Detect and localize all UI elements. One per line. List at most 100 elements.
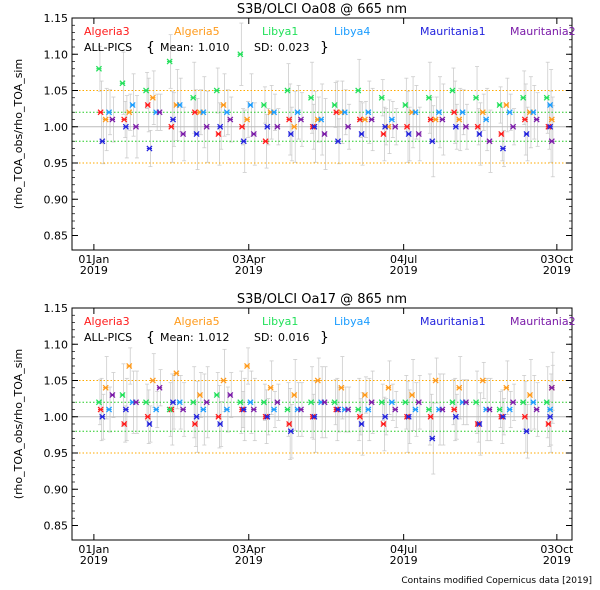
series-libya1 xyxy=(95,391,550,413)
data-point xyxy=(270,406,278,413)
data-point xyxy=(521,413,528,420)
data-point xyxy=(365,406,372,413)
data-point xyxy=(274,399,281,406)
data-point xyxy=(405,130,412,138)
legend-mauritania1: Mauritania1 xyxy=(420,315,486,328)
data-point xyxy=(287,130,294,138)
x-tick-label: 03Apr xyxy=(232,253,266,266)
data-point xyxy=(530,109,537,116)
data-point xyxy=(291,391,298,399)
data-point xyxy=(239,123,246,130)
x-tick-label: 03Oct xyxy=(540,543,574,556)
data-point xyxy=(334,138,342,145)
data-point xyxy=(153,406,160,413)
data-point xyxy=(388,116,395,123)
data-point xyxy=(498,130,505,138)
data-point xyxy=(385,384,392,391)
stats-brace-open: { xyxy=(146,330,155,346)
data-point xyxy=(129,101,136,109)
data-point xyxy=(200,109,207,116)
data-point xyxy=(412,406,419,413)
data-point xyxy=(530,399,537,406)
data-point xyxy=(548,138,555,145)
data-point xyxy=(176,399,183,406)
data-point xyxy=(156,384,163,391)
data-point xyxy=(146,145,153,152)
data-point xyxy=(126,362,133,370)
data-point xyxy=(260,101,267,109)
stats-brace-open: { xyxy=(146,40,155,56)
data-point xyxy=(451,406,458,413)
data-point xyxy=(106,406,113,413)
data-point xyxy=(311,413,318,420)
data-point xyxy=(274,123,281,130)
data-point xyxy=(102,116,109,123)
data-point xyxy=(456,116,463,123)
data-point xyxy=(203,399,210,406)
data-point xyxy=(526,391,533,399)
data-point xyxy=(506,406,513,413)
data-point xyxy=(109,116,116,123)
data-point xyxy=(144,413,151,420)
data-point xyxy=(244,116,251,123)
y-tick-label: 1.00 xyxy=(44,121,69,134)
data-point xyxy=(166,58,173,65)
x-tick-label: 03Apr xyxy=(232,543,266,556)
data-point xyxy=(345,123,352,130)
data-point xyxy=(429,435,436,442)
data-point xyxy=(462,123,469,130)
legend-libya1: Libya1 xyxy=(262,25,298,38)
data-point xyxy=(476,420,483,428)
data-point xyxy=(333,109,340,116)
data-point xyxy=(425,406,432,413)
data-point xyxy=(358,420,365,428)
data-point xyxy=(403,123,411,130)
data-point xyxy=(203,123,210,130)
data-point xyxy=(166,406,173,413)
stats-mean-label: Mean: xyxy=(160,331,194,344)
stats-mean-label: Mean: xyxy=(160,41,194,54)
data-point xyxy=(215,130,222,138)
data-point xyxy=(169,399,177,406)
data-point xyxy=(503,101,510,109)
data-point xyxy=(95,65,102,72)
data-point xyxy=(451,109,458,116)
data-point xyxy=(449,87,456,94)
data-point xyxy=(121,116,128,123)
data-point xyxy=(244,362,251,370)
data-point xyxy=(388,399,395,406)
x-tick-label-year: 2019 xyxy=(235,264,263,277)
series-mauritania2 xyxy=(109,109,555,145)
data-point xyxy=(356,116,363,123)
data-point xyxy=(106,109,113,116)
data-point xyxy=(220,101,227,109)
x-tick-label-year: 2019 xyxy=(235,554,263,567)
data-point xyxy=(156,109,163,116)
data-point xyxy=(479,377,486,384)
data-point xyxy=(462,399,469,406)
data-point xyxy=(286,116,293,123)
data-point xyxy=(247,399,254,406)
data-point xyxy=(149,94,156,101)
data-point xyxy=(119,391,126,399)
chart-panel-1: S3B/OLCI Oa08 @ 665 nm 0.85 0.90 0.95 1.00 1.… xyxy=(12,2,576,277)
data-point xyxy=(126,109,133,116)
x-tick-label-year: 2019 xyxy=(80,554,108,567)
data-point xyxy=(439,406,446,413)
y-axis-label: (rho_TOA_obs/rho_TOA_sim xyxy=(12,59,25,209)
data-point xyxy=(456,384,463,391)
data-point xyxy=(345,406,352,413)
legend-mauritania2: Mauritania2 xyxy=(510,25,576,38)
data-point xyxy=(223,406,230,413)
legend-algeria3: Algeria3 xyxy=(84,25,130,38)
data-point xyxy=(520,399,527,406)
data-point xyxy=(227,391,234,399)
data-point xyxy=(452,413,459,420)
data-point xyxy=(548,116,555,123)
data-point xyxy=(392,123,399,130)
data-point xyxy=(311,123,318,130)
data-point xyxy=(143,87,150,94)
data-point xyxy=(435,109,443,116)
data-point xyxy=(543,94,550,101)
x-tick-label-year: 2019 xyxy=(390,264,418,277)
